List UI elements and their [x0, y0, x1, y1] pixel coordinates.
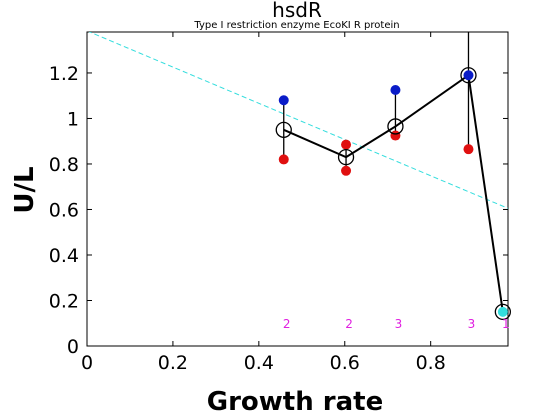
x-tick-label: 0.6 [330, 352, 360, 374]
x-tick-label: 0.2 [158, 352, 188, 374]
y-tick-label: 0.2 [49, 290, 79, 312]
mean-marker [387, 118, 404, 135]
y-tick-label: 0.6 [49, 199, 79, 221]
y-axis-label: U/L [10, 166, 40, 213]
red-point [463, 144, 474, 155]
red-point [278, 154, 289, 165]
blue-point [390, 85, 401, 96]
axes: 0 0.2 0.4 0.6 0.8 0 0.2 0.4 0.6 0.8 1 1.2 [49, 32, 508, 374]
cyan-point [497, 306, 508, 317]
trend-line [88, 32, 508, 209]
y-tick-label: 0.4 [49, 245, 79, 267]
sample-count-label: 2 [345, 317, 353, 331]
x-axis-label: Growth rate [207, 387, 383, 417]
sample-count-label: 3 [468, 317, 476, 331]
chart-title: hsdR [272, 0, 322, 22]
red-point [390, 130, 401, 141]
red-point [341, 165, 352, 176]
x-tick-label: 0.4 [244, 352, 274, 374]
x-tick-label: 0.8 [416, 352, 446, 374]
plot-area [86, 31, 509, 347]
chart-subtitle: Type I restriction enzyme EcoKI R protei… [193, 20, 399, 31]
mean-marker [337, 148, 355, 166]
sample-count-label: 1 [502, 317, 510, 331]
mean-line [283, 73, 504, 313]
sample-count-label: 3 [395, 317, 403, 331]
mean-marker [460, 67, 477, 84]
mean-marker [275, 121, 292, 138]
x-tick-label: 0 [81, 352, 93, 374]
blue-point [463, 70, 474, 81]
sample-count-label: 2 [283, 317, 291, 331]
mean-marker [494, 303, 511, 321]
red-point [341, 139, 352, 150]
y-tick-label: 1 [67, 108, 79, 130]
y-tick-label: 1.2 [49, 63, 79, 85]
plot-overlay: 2 2 3 3 1 [275, 67, 511, 331]
y-tick-label: 0.8 [49, 154, 79, 176]
y-tick-label: 0 [67, 336, 79, 358]
blue-point [278, 95, 289, 106]
